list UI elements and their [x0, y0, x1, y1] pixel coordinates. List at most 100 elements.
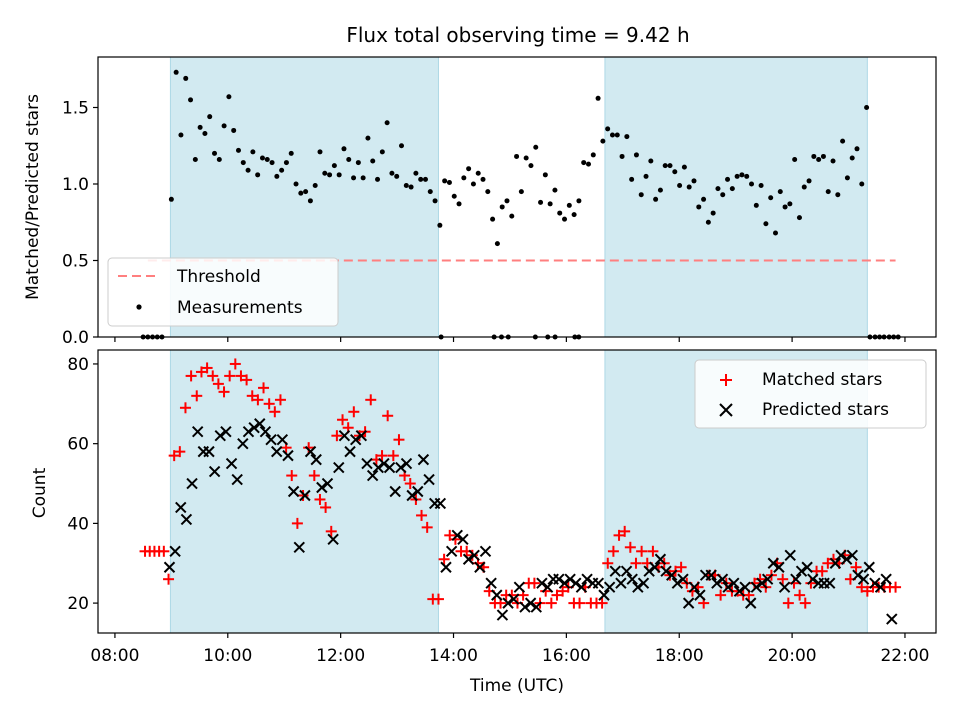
matched-star-marker [596, 597, 608, 609]
predicted-star-marker [807, 573, 819, 585]
matched-star-marker [195, 366, 207, 378]
matched-star-marker [201, 362, 213, 374]
matched-star-marker [348, 406, 360, 418]
measurement-point [384, 120, 390, 126]
measurement-point [576, 198, 582, 204]
measurement-point [365, 135, 371, 141]
measurement-point [475, 170, 481, 176]
matched-star-marker [393, 434, 405, 446]
predicted-star-marker [304, 445, 317, 458]
predicted-star-marker [750, 581, 763, 593]
matched-star-marker [303, 442, 315, 454]
matched-star-marker [816, 565, 828, 577]
predicted-star-marker [536, 577, 548, 589]
predicted-star-marker [840, 553, 853, 565]
matched-star-marker [438, 553, 450, 565]
predicted-star-marker [468, 549, 480, 561]
predicted-star-marker [869, 577, 881, 589]
measurement-point [523, 155, 529, 161]
measurement-point [624, 134, 630, 140]
predicted-star-marker [400, 457, 413, 470]
predicted-star-marker [778, 581, 791, 593]
measurement-point [375, 176, 381, 182]
legend-predicted-swatch [719, 403, 733, 417]
predicted-star-marker [824, 577, 836, 589]
measurement-point [485, 189, 491, 195]
measurement-point [715, 186, 721, 192]
chart-title: Flux total observing time = 9.42 h [346, 23, 689, 47]
x-tick-label: 20:00 [768, 646, 817, 666]
predicted-star-marker [349, 433, 362, 446]
matched-star-marker [788, 577, 800, 589]
measurement-point [442, 178, 448, 184]
matched-star-marker [252, 394, 264, 406]
measurement-point [691, 178, 697, 184]
matched-star-marker [218, 386, 230, 398]
predicted-star-marker [417, 453, 430, 466]
predicted-star-marker [395, 461, 407, 474]
measurement-point [178, 132, 184, 138]
predicted-star-marker [485, 577, 497, 589]
measurement-point [595, 95, 601, 101]
matched-star-marker [574, 597, 586, 609]
predicted-star-marker [558, 577, 571, 589]
matched-star-marker [179, 402, 191, 414]
predicted-star-marker [361, 457, 373, 470]
measurement-point [490, 216, 496, 222]
predicted-star-marker [282, 449, 294, 462]
predicted-star-marker [220, 426, 232, 438]
measurement-point [303, 189, 309, 195]
measurement-point [552, 187, 558, 193]
matched-star-marker [748, 577, 760, 589]
legend-matched-label: Matched stars [762, 370, 882, 390]
measurement-point [653, 196, 659, 202]
count-plot-frame [97, 349, 937, 634]
predicted-star-marker [671, 577, 684, 589]
predicted-star-marker [479, 545, 492, 557]
measurement-point [739, 172, 745, 178]
count-y-axis-label: Count [30, 467, 50, 518]
x-tick-label: 22:00 [880, 646, 929, 666]
measurement-point [408, 184, 414, 190]
measurement-point [245, 167, 251, 173]
predicted-star-marker [423, 473, 435, 486]
predicted-star-marker [846, 549, 859, 561]
measurement-point [240, 160, 246, 166]
predicted-star-marker [502, 597, 514, 609]
matched-star-marker [224, 370, 236, 382]
predicted-star-marker [553, 573, 565, 585]
matched-star-marker [269, 406, 281, 418]
measurement-point [854, 146, 860, 152]
measurement-point [657, 187, 663, 193]
predicted-star-marker [609, 565, 621, 577]
matched-star-marker [647, 545, 659, 557]
matched-star-marker [794, 589, 806, 601]
measurement-point [518, 189, 524, 195]
measurement-point [418, 176, 424, 182]
measurement-point [614, 132, 620, 138]
measurement-point [346, 157, 352, 163]
measurement-point [566, 202, 572, 208]
predicted-star-marker [287, 485, 300, 498]
predicted-star-marker [242, 426, 255, 438]
measurement-point [528, 163, 534, 169]
predicted-star-marker [293, 541, 305, 554]
predicted-star-marker [874, 581, 887, 593]
matched-star-marker [777, 573, 789, 585]
predicted-star-marker [739, 581, 751, 593]
measurement-point [585, 161, 591, 167]
measurement-point [283, 160, 289, 166]
matched-star-marker [545, 597, 557, 609]
predicted-star-marker [259, 426, 272, 438]
measurement-point [188, 97, 194, 103]
predicted-star-marker [310, 453, 322, 466]
predicted-star-marker [541, 581, 554, 593]
predicted-star-marker [795, 565, 808, 577]
measurement-point [341, 146, 347, 152]
predicted-star-marker [530, 601, 542, 613]
measurement-point [849, 155, 855, 161]
measurement-point [514, 153, 520, 159]
measurement-point [729, 186, 735, 192]
measurement-point [427, 189, 433, 195]
matched-star-marker [331, 430, 343, 442]
